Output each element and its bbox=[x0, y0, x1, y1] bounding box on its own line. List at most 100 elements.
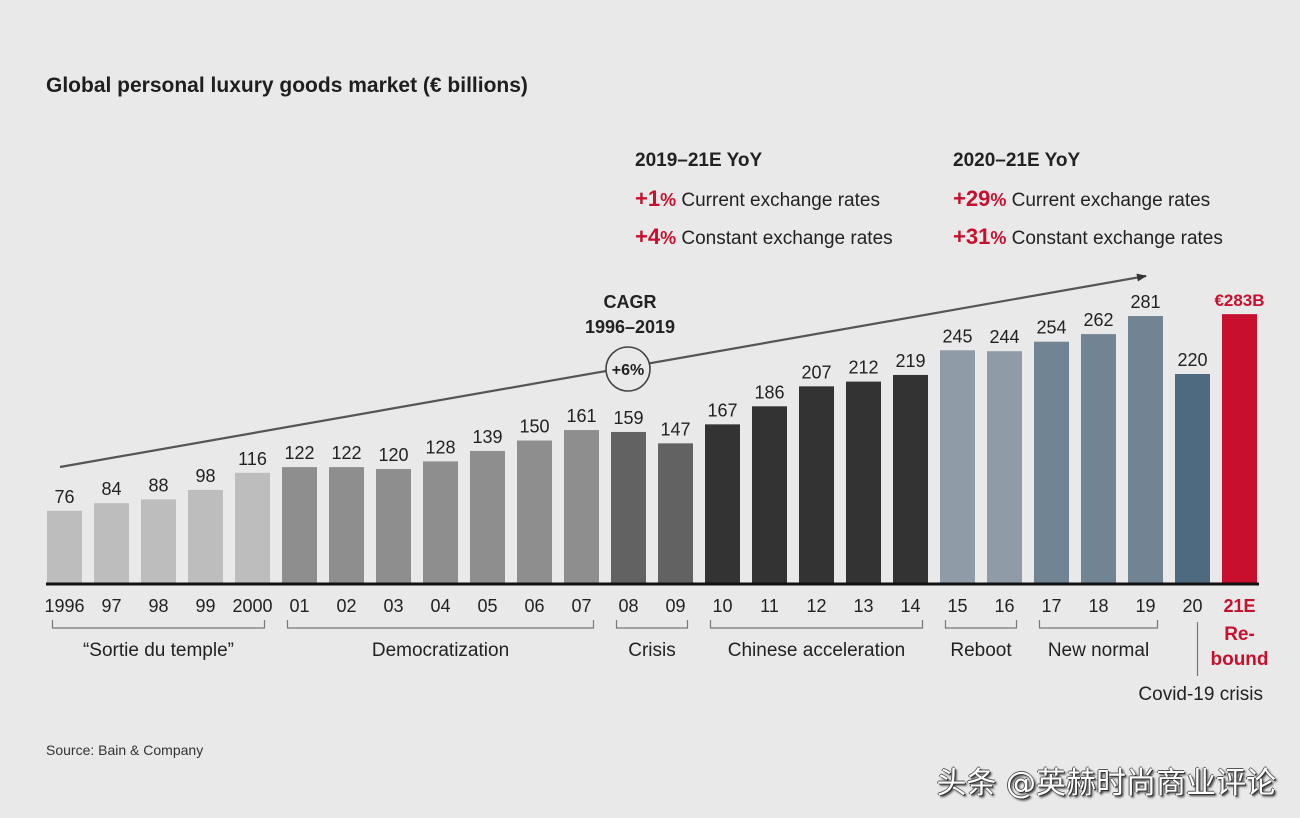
value-label-16: 244 bbox=[989, 327, 1019, 347]
watermark: 头条 @英赫时尚商业评论 bbox=[936, 766, 1276, 801]
bar-06 bbox=[517, 440, 552, 583]
yoy-row-constant: +31% Constant exchange rates bbox=[953, 224, 1223, 250]
x-tick-1996: 1996 bbox=[44, 596, 84, 616]
yoy-row-text: Constant exchange rates bbox=[1011, 228, 1223, 249]
rebound-label: bound bbox=[1210, 649, 1268, 670]
x-tick-16: 16 bbox=[994, 596, 1014, 616]
value-label-03: 120 bbox=[378, 445, 408, 465]
x-tick-20: 20 bbox=[1182, 596, 1202, 616]
yoy-row-current: +1% Current exchange rates bbox=[635, 186, 893, 212]
period-bracket bbox=[615, 620, 689, 629]
period-label: Crisis bbox=[628, 640, 676, 661]
x-tick-14: 14 bbox=[900, 596, 920, 616]
x-tick-97: 97 bbox=[101, 596, 121, 616]
value-label-12: 207 bbox=[801, 362, 831, 382]
bar-08 bbox=[611, 431, 646, 583]
x-tick-19: 19 bbox=[1135, 596, 1155, 616]
x-tick-13: 13 bbox=[853, 596, 873, 616]
cagr-trend-arrow bbox=[59, 273, 1147, 469]
x-tick-02: 02 bbox=[336, 596, 356, 616]
yoy-pct: +4% bbox=[635, 224, 677, 249]
value-label-02: 122 bbox=[331, 443, 361, 463]
value-label-2000: 116 bbox=[238, 449, 267, 469]
bar-19 bbox=[1128, 316, 1163, 583]
value-label-97: 84 bbox=[101, 479, 121, 499]
value-label-99: 98 bbox=[195, 466, 215, 486]
value-label-06: 150 bbox=[519, 417, 549, 437]
value-label-21E: €283B bbox=[1214, 291, 1264, 310]
cagr-title: CAGR bbox=[603, 292, 657, 312]
bar-98 bbox=[141, 499, 176, 583]
value-label-08: 159 bbox=[613, 408, 643, 428]
value-label-17: 254 bbox=[1036, 318, 1066, 338]
bar-2000 bbox=[235, 472, 270, 583]
yoy-row-constant: +4% Constant exchange rates bbox=[635, 224, 893, 250]
bar-17 bbox=[1034, 341, 1069, 583]
value-label-09: 147 bbox=[660, 419, 690, 439]
value-label-14: 219 bbox=[895, 351, 925, 371]
value-label-20: 220 bbox=[1177, 350, 1207, 370]
bar-09 bbox=[658, 443, 693, 583]
yoy-header: 2019–21E YoY bbox=[635, 150, 763, 171]
x-tick-07: 07 bbox=[571, 596, 591, 616]
x-tick-01: 01 bbox=[289, 596, 309, 616]
yoy-header: 2020–21E YoY bbox=[953, 150, 1081, 171]
x-tick-18: 18 bbox=[1088, 596, 1108, 616]
value-label-15: 245 bbox=[942, 326, 972, 346]
value-label-1996: 76 bbox=[54, 487, 74, 507]
period-bracket bbox=[286, 620, 595, 629]
cagr-period: 1996–2019 bbox=[584, 317, 676, 337]
x-tick-15: 15 bbox=[947, 596, 967, 616]
bar-1996 bbox=[47, 510, 82, 583]
x-tick-03: 03 bbox=[383, 596, 403, 616]
x-tick-05: 05 bbox=[477, 596, 497, 616]
bar-15 bbox=[940, 350, 975, 583]
bar-11 bbox=[752, 406, 787, 583]
value-labels-group: 76 84 88 98 116 122 122 120 128 139 150 161 159 147 16… bbox=[54, 291, 1264, 507]
chart-title: Global personal luxury goods market (€ b… bbox=[46, 74, 528, 97]
bar-16 bbox=[987, 351, 1022, 583]
yoy-pct: +31% bbox=[953, 224, 1007, 249]
bar-07 bbox=[564, 430, 599, 583]
x-tick-08: 08 bbox=[618, 596, 638, 616]
bar-21E bbox=[1222, 314, 1257, 583]
bar-10 bbox=[705, 424, 740, 583]
x-tick-12: 12 bbox=[806, 596, 826, 616]
bar-03 bbox=[376, 469, 411, 583]
period-bracket bbox=[944, 620, 1018, 629]
x-tick-04: 04 bbox=[430, 596, 450, 616]
source-note: Source: Bain & Company bbox=[46, 742, 204, 758]
value-label-05: 139 bbox=[472, 427, 502, 447]
yoy-2019-21-annotation: 2019–21E YoY +1% Current exchange rates … bbox=[635, 150, 893, 262]
bar-04 bbox=[423, 461, 458, 583]
bars-group bbox=[47, 314, 1257, 583]
yoy-row-text: Current exchange rates bbox=[1011, 190, 1211, 211]
bar-97 bbox=[94, 503, 129, 583]
cagr-label: CAGR 1996–2019 bbox=[560, 290, 700, 340]
value-label-19: 281 bbox=[1130, 292, 1160, 312]
x-tick-2000: 2000 bbox=[232, 596, 272, 616]
period-bracket bbox=[51, 620, 266, 629]
x-tick-labels-group: 1996 97 98 99 2000 01 02 03 04 05 06 07 08 09 10 11 12 13… bbox=[44, 596, 1255, 616]
yoy-row-current: +29% Current exchange rates bbox=[953, 186, 1223, 212]
yoy-row-text: Constant exchange rates bbox=[681, 228, 893, 249]
bar-14 bbox=[893, 374, 928, 583]
bar-99 bbox=[188, 489, 223, 583]
x-tick-99: 99 bbox=[195, 596, 215, 616]
yoy-pct: +29% bbox=[953, 186, 1007, 211]
x-tick-98: 98 bbox=[148, 596, 168, 616]
value-label-07: 161 bbox=[566, 406, 596, 426]
yoy-2020-21-annotation: 2020–21E YoY +29% Current exchange rates… bbox=[953, 150, 1223, 262]
period-brackets-group: “Sortie du temple” Democratization Crisis C… bbox=[51, 620, 1269, 705]
period-label: Democratization bbox=[372, 640, 509, 661]
x-tick-11: 11 bbox=[760, 596, 779, 616]
cagr-circle bbox=[605, 346, 651, 392]
x-tick-10: 10 bbox=[712, 596, 732, 616]
period-bracket bbox=[709, 620, 924, 629]
bar-13 bbox=[846, 381, 881, 583]
period-label: “Sortie du temple” bbox=[83, 640, 234, 661]
value-label-10: 167 bbox=[707, 400, 737, 420]
period-bracket bbox=[1038, 620, 1159, 629]
value-label-18: 262 bbox=[1083, 310, 1113, 330]
